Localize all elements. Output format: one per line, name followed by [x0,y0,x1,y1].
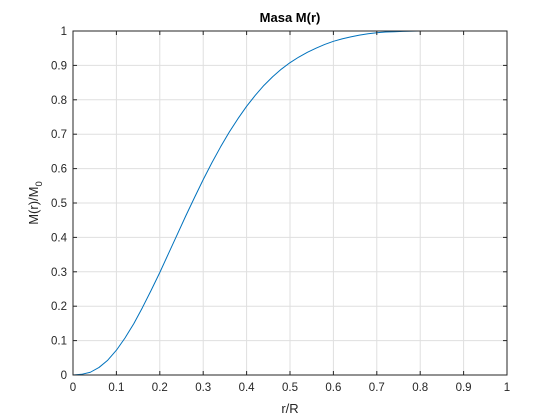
x-tick-label: 0.5 [282,382,298,394]
y-axis-label: M(r)/M0 [26,181,45,225]
x-tick-label: 0.1 [108,382,124,394]
y-tick-label: 0.1 [51,336,67,348]
y-tick-label: 0.9 [51,60,67,72]
y-tick-label: 0.6 [51,164,67,176]
y-tick-labels: 0 0.1 0.2 0.3 0.4 0.5 0.6 0.7 0.8 0.9 1 [51,26,68,382]
y-tick-label: 0.2 [51,301,67,313]
x-tick-label: 0.9 [456,382,472,394]
y-tick-label: 0.5 [51,198,67,210]
x-tick-label: 0.8 [412,382,428,394]
x-tick-labels: 0 0.1 0.2 0.3 0.4 0.5 0.6 0.7 0.8 0.9 1 [70,382,510,394]
tick-marks [72,30,508,376]
chart-title: Masa M(r) [260,10,321,25]
y-axis-label-subscript: 0 [34,181,45,186]
x-axis-label: r/R [281,401,298,416]
x-tick-label: 0.2 [152,382,168,394]
y-tick-label: 1 [61,26,67,38]
x-tick-label: 0.3 [195,382,211,394]
x-tick-label: 0 [70,382,76,394]
x-tick-label: 0.4 [239,382,256,394]
y-tick-label: 0 [61,370,67,382]
series-group [72,30,507,376]
x-tick-label: 0.6 [325,382,341,394]
y-tick-label: 0.3 [51,267,67,279]
x-tick-label: 0.7 [369,382,385,394]
y-tick-label: 0.8 [51,95,67,107]
mass-curve-line [72,30,507,376]
y-tick-label: 0.7 [51,129,67,141]
y-axis-label-main: M(r)/M [26,187,41,225]
x-tick-label: 1 [504,382,510,394]
y-tick-label: 0.4 [51,232,68,244]
